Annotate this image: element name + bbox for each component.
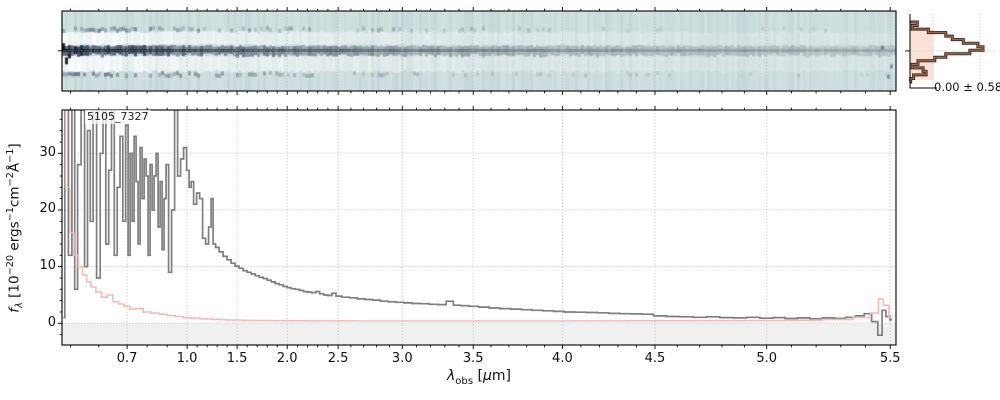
- y-tick-label: 0: [47, 314, 56, 330]
- x-tick-label: 3.0: [391, 351, 413, 366]
- x-tick-label: 4.5: [644, 351, 666, 366]
- x-tick-label: 2.5: [327, 351, 349, 366]
- x-tick-label: 4.0: [552, 351, 573, 366]
- object-id-label: 5105_7327: [85, 110, 151, 124]
- x-tick-label: 3.5: [462, 351, 484, 366]
- x-axis-label: λobs [μm]: [446, 368, 512, 387]
- y-tick-label: 30: [39, 144, 56, 160]
- x-tick-label: 1.5: [226, 351, 248, 366]
- y-axis-label: fλ [10−20 ergs−1cm−2Å−1]: [5, 143, 26, 313]
- x-tick-label: 0.7: [116, 351, 138, 366]
- x-tick-label: 1.0: [176, 351, 198, 366]
- y-tick-label: 10: [39, 258, 56, 274]
- x-tick-label: 2.0: [276, 351, 298, 366]
- x-tick-label: 5.0: [756, 351, 778, 366]
- y-tick-label: 20: [39, 201, 56, 217]
- x-tick-label: 5.5: [879, 351, 901, 366]
- hist-stats-label: 0.00 ± 0.58: [934, 80, 1000, 94]
